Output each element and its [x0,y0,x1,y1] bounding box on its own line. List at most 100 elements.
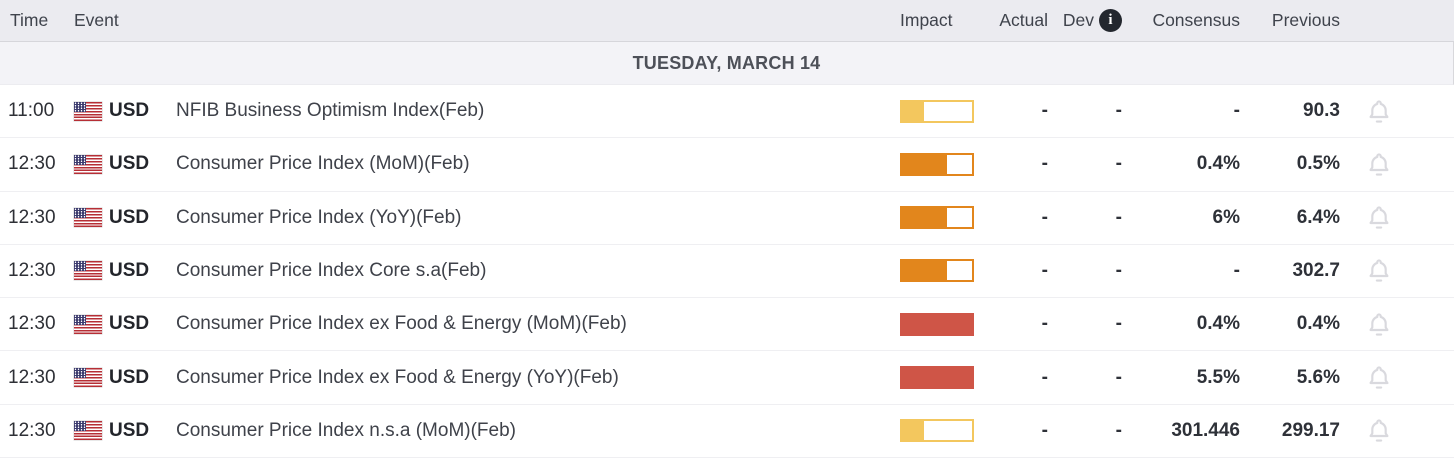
column-header-event: Event [74,10,119,30]
alert-cell [1340,151,1454,178]
impact-cell [898,206,998,230]
consensus-value: 0.4% [1196,313,1240,335]
event-time: 12:30 [8,206,56,228]
notification-bell-button[interactable] [1366,417,1392,444]
actual-value: - [1041,259,1048,281]
impact-bar-fill [902,208,947,228]
table-row[interactable]: 12:30 USD Consumer Price Index (MoM)(Feb… [0,138,1454,192]
currency-code: USD [109,419,150,441]
event-name[interactable]: Consumer Price Index (YoY)(Feb) [176,206,462,228]
impact-bar-fill [902,101,925,121]
alert-cell [1340,417,1454,444]
currency-code: USD [109,153,150,175]
currency-code: USD [109,100,150,122]
alert-cell [1340,98,1454,125]
table-row[interactable]: 11:00 USD NFIB Business Optimism Index(F… [0,85,1454,139]
impact-bar [900,152,974,176]
column-header-impact: Impact [900,10,953,30]
impact-bar-fill [902,314,972,334]
us-flag-icon [74,101,102,121]
previous-value: 302.7 [1292,259,1340,281]
event-time: 12:30 [8,153,56,175]
us-flag-icon [74,154,102,174]
impact-bar [900,99,974,123]
column-header-consensus: Consensus [1152,10,1240,30]
dev-value: - [1115,100,1122,122]
currency-code: USD [109,313,150,335]
event-name[interactable]: Consumer Price Index (MoM)(Feb) [176,153,470,175]
currency-cell: USD [74,153,174,175]
bell-icon [1369,206,1389,229]
us-flag-icon [74,208,102,228]
dev-value: - [1115,206,1122,228]
dev-value: - [1115,313,1122,335]
dev-value: - [1115,153,1122,175]
notification-bell-button[interactable] [1366,364,1392,391]
dev-label: Dev [1062,10,1094,30]
impact-cell [898,419,998,443]
us-flag-icon [74,314,102,334]
column-header-actual: Actual [999,10,1048,30]
previous-value: 5.6% [1296,366,1340,388]
previous-value: 299.17 [1281,419,1340,441]
impact-cell [898,152,998,176]
alert-cell [1340,257,1454,284]
event-name[interactable]: NFIB Business Optimism Index(Feb) [176,100,485,122]
notification-bell-button[interactable] [1366,151,1392,178]
notification-bell-button[interactable] [1366,311,1392,338]
table-row[interactable]: 12:30 USD Consumer Price Index n.s.a (Mo… [0,405,1454,458]
previous-value: 0.4% [1296,313,1340,335]
bell-icon [1369,100,1389,123]
currency-cell: USD [74,313,174,335]
notification-bell-button[interactable] [1366,204,1392,231]
currency-cell: USD [74,367,174,389]
event-name[interactable]: Consumer Price Index n.s.a (MoM)(Feb) [176,419,516,441]
consensus-value: 0.4% [1196,153,1240,175]
event-name[interactable]: Consumer Price Index Core s.a(Feb) [176,259,487,281]
table-row[interactable]: 12:30 USD Consumer Price Index Core s.a(… [0,245,1454,299]
column-header-dev: Dev i [1048,9,1122,32]
event-time: 12:30 [8,419,56,441]
currency-cell: USD [74,100,174,122]
event-name[interactable]: Consumer Price Index ex Food & Energy (M… [176,313,627,335]
actual-value: - [1041,313,1048,335]
impact-bar [900,419,974,443]
table-body: 11:00 USD NFIB Business Optimism Index(F… [0,85,1454,458]
table-row[interactable]: 12:30 USD Consumer Price Index (YoY)(Feb… [0,192,1454,245]
consensus-value: - [1233,259,1240,281]
column-header-previous: Previous [1271,10,1340,30]
alert-cell [1340,311,1454,338]
us-flag-icon [74,421,102,441]
actual-value: - [1041,366,1048,388]
table-header: Time Event Impact Actual Dev i Consensus… [0,0,1454,42]
notification-bell-button[interactable] [1366,98,1392,125]
info-icon[interactable]: i [1099,9,1122,32]
currency-cell: USD [74,420,174,442]
bell-icon [1369,259,1389,283]
table-row[interactable]: 12:30 USD Consumer Price Index ex Food &… [0,351,1454,405]
bell-icon [1369,366,1389,389]
alert-cell [1340,204,1454,231]
table-row[interactable]: 12:30 USD Consumer Price Index ex Food &… [0,298,1454,352]
event-time: 12:30 [8,366,56,388]
consensus-value: 301.446 [1171,419,1240,441]
impact-cell [898,366,998,390]
actual-value: - [1041,419,1048,441]
consensus-value: 6% [1212,206,1240,228]
dev-value: - [1115,259,1122,281]
us-flag-icon [74,368,102,388]
event-name[interactable]: Consumer Price Index ex Food & Energy (Y… [176,366,619,388]
currency-code: USD [109,259,150,281]
impact-bar [900,366,974,390]
impact-cell [898,99,998,123]
previous-value: 90.3 [1303,100,1340,122]
impact-bar-fill [902,261,947,281]
notification-bell-button[interactable] [1366,257,1392,284]
previous-value: 6.4% [1296,206,1340,228]
impact-bar [900,312,974,336]
currency-cell: USD [74,260,174,282]
bell-icon [1369,313,1389,336]
bell-icon [1369,153,1389,176]
impact-cell [898,259,998,283]
